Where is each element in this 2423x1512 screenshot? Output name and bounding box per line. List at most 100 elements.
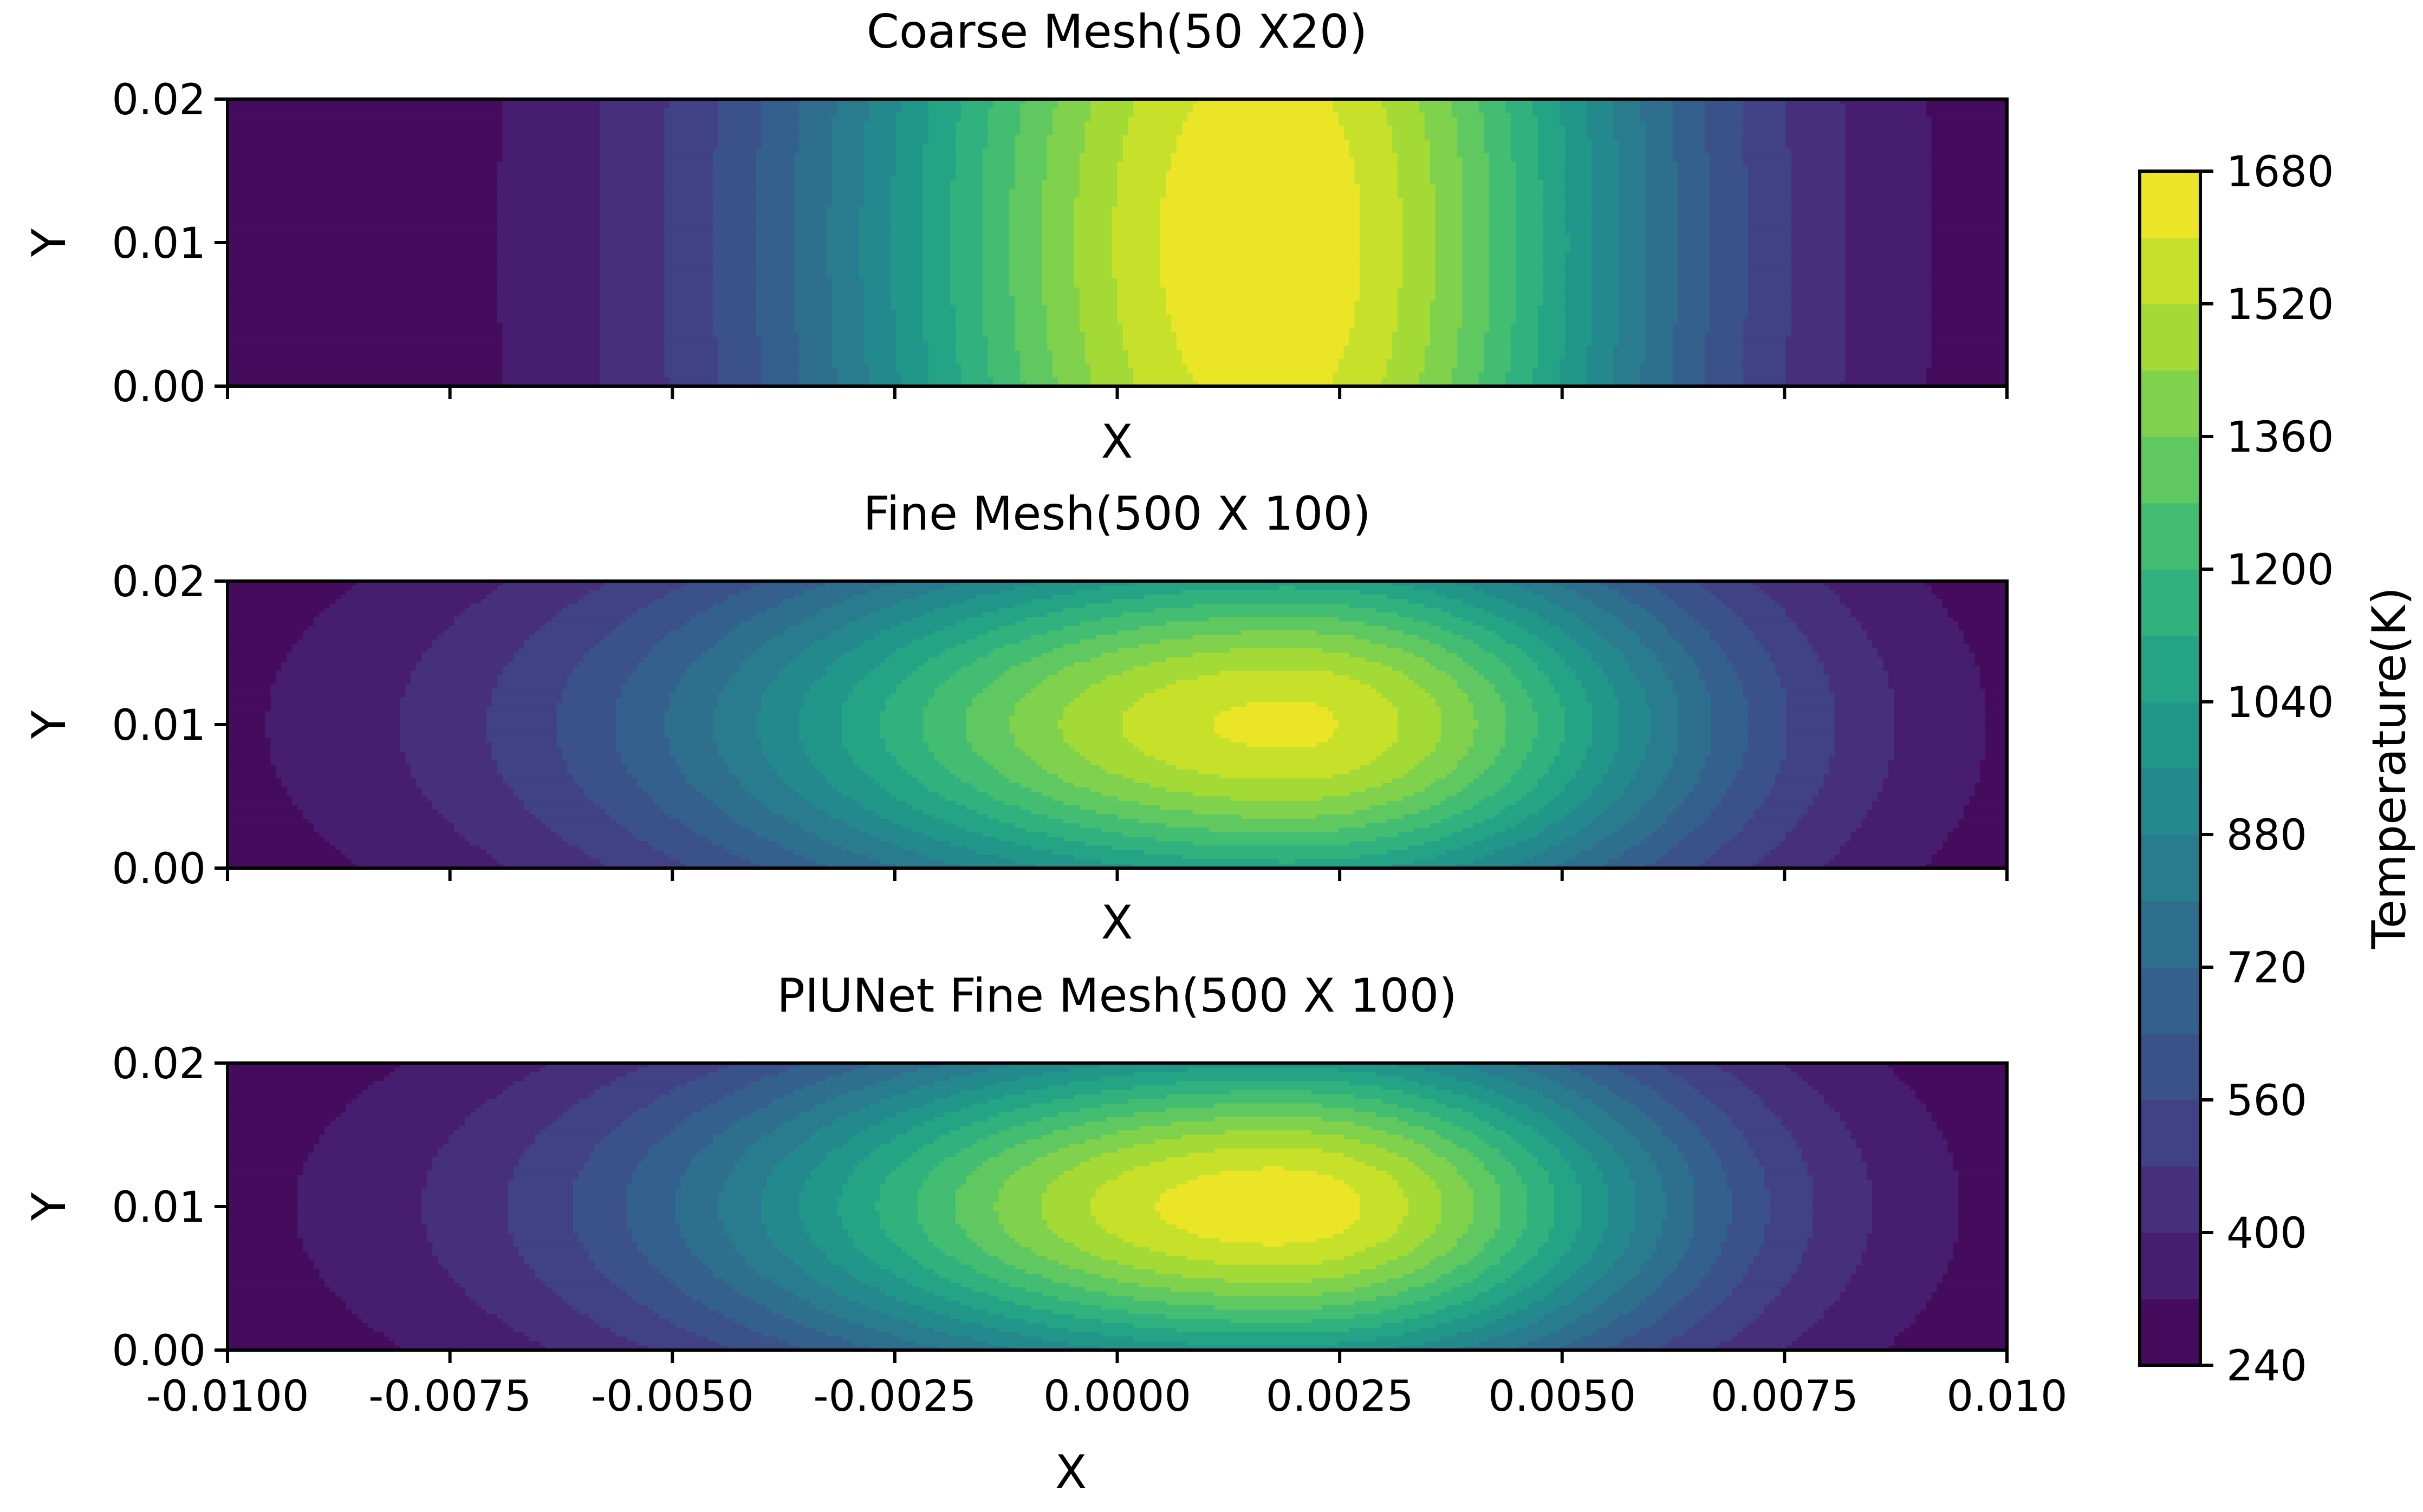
contour-cell — [1651, 733, 1679, 739]
contour-cell — [228, 769, 277, 774]
contour-cell — [1591, 1076, 1635, 1081]
contour-cell — [276, 765, 412, 770]
contour-cell — [1473, 841, 1517, 846]
contour-cell — [1532, 99, 1560, 105]
contour-cell — [1349, 1184, 1398, 1189]
contour-cell — [1446, 1157, 1479, 1162]
contour-cell — [1484, 139, 1511, 145]
contour-cell — [1656, 585, 1706, 591]
contour-cell — [1522, 684, 1555, 689]
contour-cell — [1522, 1179, 1549, 1185]
contour-cell — [1440, 720, 1479, 725]
contour-cell — [1785, 1125, 1846, 1131]
contour-cell — [1457, 350, 1485, 355]
contour-cell — [1813, 800, 1873, 806]
contour-cell — [896, 359, 929, 364]
contour-cell — [1155, 688, 1377, 694]
contour-cell — [1893, 742, 1986, 748]
contour-cell — [228, 166, 498, 172]
contour-cell — [1672, 117, 1706, 122]
contour-cell — [1484, 117, 1511, 122]
contour-cell — [1473, 711, 1506, 716]
contour-cell — [912, 805, 967, 811]
contour-cell — [1537, 1162, 1571, 1167]
contour-cell — [869, 1152, 913, 1158]
contour-cell — [761, 350, 800, 355]
contour-cell — [1602, 1175, 1630, 1181]
contour-cell — [1931, 336, 2008, 342]
contour-cell — [1602, 1107, 1641, 1113]
contour-cell — [1505, 99, 1533, 105]
contour-cell — [1451, 675, 1485, 680]
contour-cell — [923, 247, 951, 252]
contour-cell — [1360, 188, 1398, 194]
contour-cell — [356, 863, 503, 869]
contour-cell — [1511, 144, 1538, 149]
contour-cell — [1090, 657, 1166, 662]
contour-cell — [896, 688, 934, 694]
contour-cell — [1430, 161, 1463, 167]
contour-cell — [1424, 112, 1452, 118]
contour-cell — [1619, 283, 1646, 288]
contour-cell — [1678, 751, 1711, 757]
contour-cell — [1322, 1117, 1398, 1122]
contour-cell — [1845, 373, 1927, 378]
contour-cell — [1349, 675, 1409, 680]
contour-cell — [998, 590, 1075, 595]
contour-cell — [1602, 608, 1646, 613]
contour-cell — [1543, 180, 1565, 185]
contour-cell — [1672, 336, 1706, 342]
contour-cell — [1586, 99, 1614, 105]
contour-cell — [783, 666, 827, 672]
contour-cell — [1403, 648, 1447, 654]
contour-cell — [1537, 729, 1565, 734]
contour-cell — [459, 832, 557, 837]
contour-cell — [1451, 769, 1485, 774]
contour-cell — [756, 310, 795, 315]
contour-cell — [1058, 774, 1123, 779]
contour-cell — [831, 350, 865, 355]
contour-cell — [712, 278, 757, 284]
contour-cell — [599, 260, 665, 266]
contour-cell — [1090, 363, 1129, 369]
contour-cell — [923, 711, 967, 716]
contour-cell — [891, 238, 924, 243]
contour-cell — [810, 688, 854, 694]
contour-cell — [1171, 328, 1350, 333]
contour-cell — [670, 742, 719, 748]
contour-cell — [982, 278, 1010, 284]
contour-cell — [599, 585, 681, 591]
contour-cell — [831, 336, 865, 342]
contour-cell — [599, 251, 665, 257]
contour-cell — [1559, 377, 1587, 382]
contour-cell — [1829, 760, 1889, 766]
contour-cell — [794, 171, 832, 176]
contour-cell — [891, 247, 924, 252]
contour-cell — [853, 648, 897, 654]
contour-cell — [723, 635, 773, 640]
contour-cell — [1564, 278, 1593, 284]
contour-cell — [228, 603, 330, 609]
contour-cell — [1942, 1135, 2008, 1140]
contour-cell — [664, 810, 724, 815]
contour-cell — [1079, 292, 1118, 297]
contour-cell — [1570, 238, 1593, 243]
contour-cell — [944, 818, 999, 824]
contour-cell — [680, 1184, 724, 1189]
contour-cell — [664, 161, 713, 167]
contour-cell — [427, 1175, 514, 1181]
contour-cell — [923, 738, 967, 743]
contour-cell — [1084, 688, 1155, 694]
contour-cell — [745, 787, 795, 793]
contour-cell — [1462, 233, 1490, 239]
contour-cell — [664, 238, 713, 243]
contour-cell — [1462, 238, 1490, 243]
contour-cell — [1015, 323, 1048, 329]
contour-cell — [1775, 774, 1824, 779]
contour-cell — [734, 1166, 773, 1171]
contour-cell — [1850, 832, 1948, 837]
contour-cell — [1651, 832, 1690, 837]
contour-cell — [842, 706, 886, 712]
contour-cell — [777, 1162, 821, 1167]
contour-cell — [228, 188, 498, 194]
